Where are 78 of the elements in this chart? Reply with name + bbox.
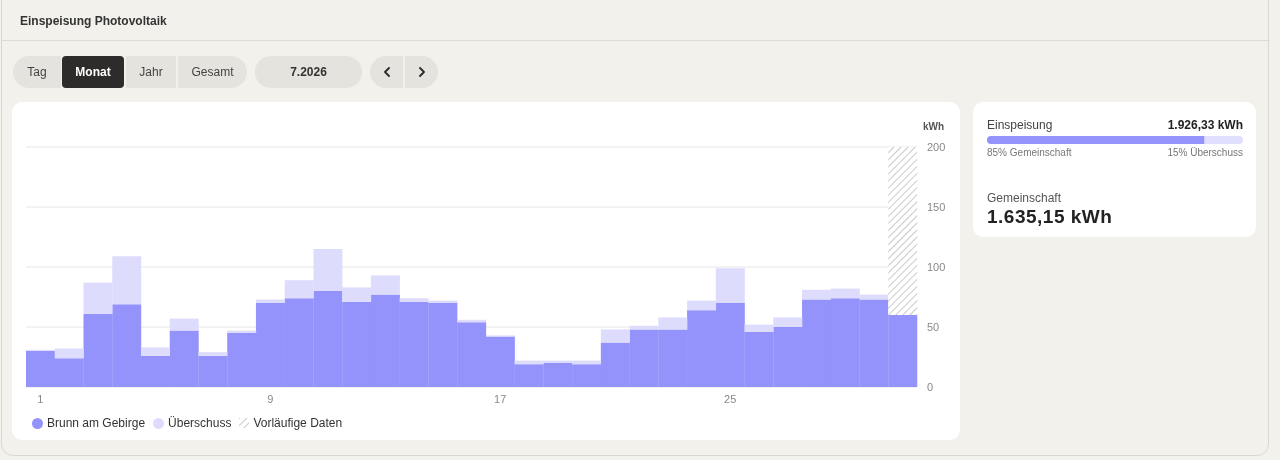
y-tick-label: 0 — [927, 380, 934, 393]
bar — [658, 329, 688, 387]
bar — [227, 333, 257, 387]
bar — [830, 298, 860, 387]
legend-label: Vorläufige Daten — [253, 416, 343, 430]
bar — [802, 289, 832, 300]
x-tick-label: 17 — [494, 392, 507, 405]
bar — [514, 364, 544, 387]
bar — [83, 282, 113, 314]
bar — [370, 275, 400, 295]
bar — [313, 249, 343, 291]
data-label: 15% Überschuss — [1167, 147, 1243, 158]
bar — [428, 303, 458, 387]
bar — [313, 291, 343, 387]
tab-button: Jahr — [126, 56, 176, 88]
y-axis-title: kWh — [923, 121, 945, 132]
text: 1.635,15 kWh — [987, 206, 1113, 228]
bar — [629, 329, 659, 387]
bar — [687, 300, 717, 311]
bar — [255, 303, 285, 387]
bar — [888, 315, 918, 387]
bar — [859, 299, 889, 387]
bar — [112, 304, 142, 387]
bar — [744, 331, 774, 387]
tab-button: Gesamt — [178, 56, 247, 88]
bar — [744, 324, 774, 332]
tab-button: Tag — [13, 56, 61, 88]
text: 1.926,33 kWh — [1167, 118, 1243, 132]
bar — [773, 327, 803, 387]
bar — [370, 294, 400, 387]
bar — [399, 301, 429, 387]
y-tick-label: 200 — [927, 140, 946, 153]
legend-label: Überschuss — [168, 416, 232, 430]
bar — [54, 358, 84, 387]
bar — [284, 280, 314, 299]
bar — [284, 298, 314, 387]
y-tick-label: 100 — [927, 260, 946, 273]
chart-title: Einspeisung — [987, 118, 1053, 132]
x-tick-label: 1 — [37, 392, 44, 405]
bar — [658, 317, 688, 330]
chart-title: Einspeisung Photovoltaik — [20, 14, 167, 28]
y-tick-label: 150 — [927, 200, 946, 213]
bar — [169, 330, 199, 387]
bar — [169, 318, 199, 331]
bar — [83, 313, 113, 387]
bar — [255, 299, 285, 303]
date-field: 7.2026 — [255, 56, 362, 88]
x-tick-label: 9 — [267, 392, 274, 405]
bar — [26, 351, 55, 387]
chart-card: kWh Brunn am Gebirge Überschuss Vorläufige Daten 1 9 17 25 0 50 100 150 200 — [12, 102, 960, 440]
x-tick-label: 25 — [724, 392, 737, 405]
bar — [342, 287, 372, 302]
bar — [600, 342, 630, 387]
bar — [198, 352, 228, 356]
bar — [802, 299, 832, 387]
data-label: 85% Gemeinschaft — [987, 147, 1072, 158]
legend-label: Brunn am Gebirge — [47, 416, 146, 430]
bar — [140, 355, 170, 387]
bar — [773, 317, 803, 327]
y-tick-label: 50 — [927, 320, 940, 333]
bar — [457, 322, 487, 387]
bar — [888, 147, 918, 315]
bar — [140, 347, 170, 356]
text: Gemeinschaft — [987, 191, 1062, 205]
bar — [830, 288, 860, 299]
bar — [399, 298, 429, 302]
tab-button: Monat — [62, 56, 124, 88]
bar — [687, 310, 717, 387]
bar — [600, 329, 630, 343]
bar — [342, 301, 372, 387]
bar — [54, 348, 84, 359]
bar — [715, 303, 745, 387]
bar — [485, 336, 515, 387]
bar — [198, 355, 228, 387]
bar — [112, 256, 142, 305]
bar — [572, 364, 602, 387]
bar — [543, 363, 573, 387]
bar — [715, 268, 745, 303]
